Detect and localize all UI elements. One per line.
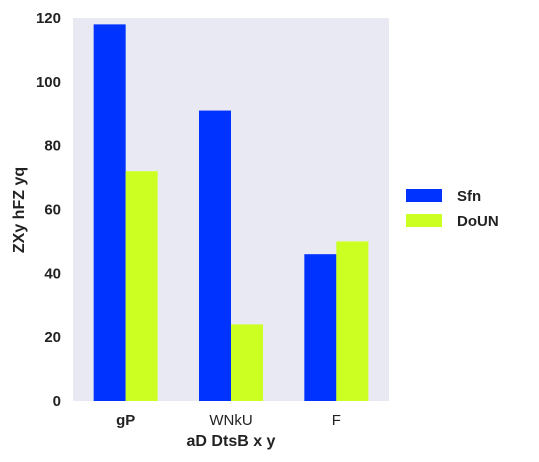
- bar-doun-f: [336, 241, 369, 401]
- y-tick-label: 120: [36, 10, 61, 27]
- y-tick-label: 0: [53, 393, 61, 410]
- legend-swatch-sfn: [406, 189, 442, 202]
- x-tick-labels: gP WNkU F: [116, 412, 341, 429]
- y-tick-label: 20: [44, 329, 61, 346]
- legend-label-sfn: Sfn: [457, 188, 481, 205]
- legend: Sfn DoUN: [406, 188, 499, 230]
- y-tick-label: 100: [36, 74, 61, 91]
- bar-sfn-f: [304, 254, 337, 401]
- bar-doun-gp: [125, 171, 158, 401]
- x-tick-label: gP: [116, 412, 135, 429]
- y-tick-label: 40: [44, 265, 61, 282]
- bar-sfn-wnku: [199, 110, 231, 401]
- y-axis-label: ZXy hFZ yq: [11, 167, 28, 253]
- bar-doun-wnku: [231, 324, 263, 401]
- legend-label-doun: DoUN: [457, 213, 499, 230]
- x-axis-label: aD DtsB x y: [187, 433, 276, 450]
- y-tick-label: 60: [44, 202, 61, 219]
- legend-swatch-doun: [406, 214, 442, 227]
- x-tick-label: WNkU: [209, 412, 252, 429]
- y-tick-label: 80: [44, 138, 61, 155]
- x-tick-label: F: [332, 412, 341, 429]
- bar-sfn-gp: [93, 24, 126, 402]
- bars-group: [93, 24, 369, 402]
- y-tick-labels: 0 20 40 60 80 100 120: [36, 10, 61, 410]
